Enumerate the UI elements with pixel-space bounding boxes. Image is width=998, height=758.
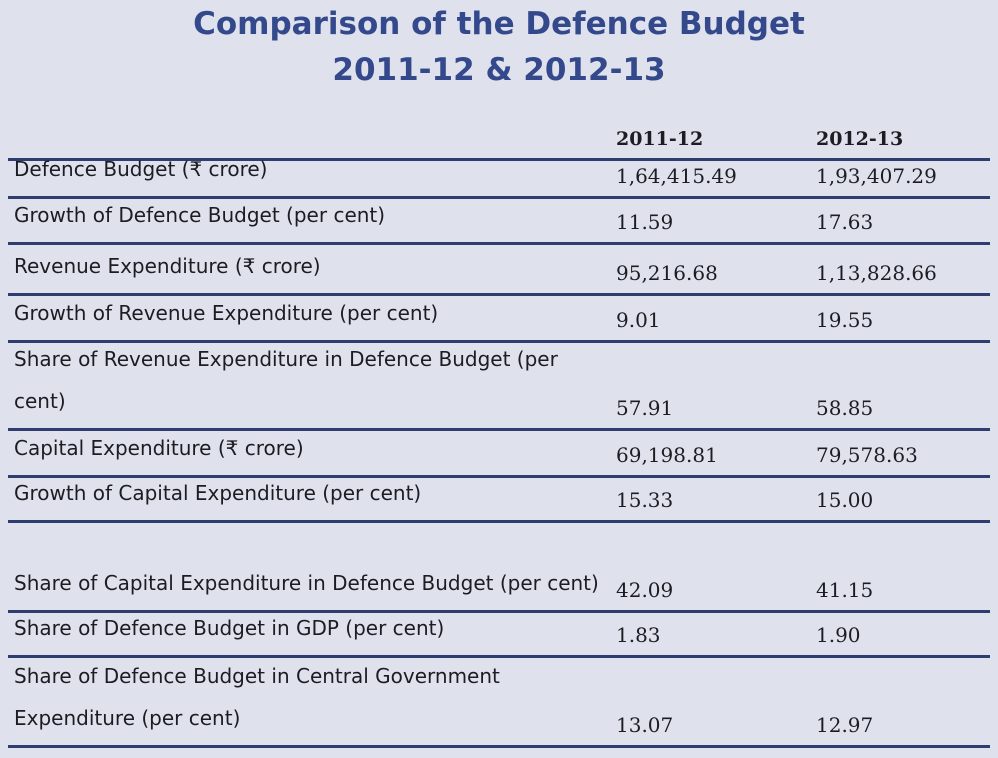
table-row: Growth of Revenue Expenditure (per cent)… bbox=[8, 296, 990, 343]
row-label: Defence Budget (₹ crore) bbox=[14, 157, 268, 181]
page-title: Comparison of the Defence Budget bbox=[193, 6, 805, 42]
value-2012-13: 1,13,828.66 bbox=[816, 261, 937, 285]
column-header-2011-12: 2011-12 bbox=[616, 128, 704, 150]
value-2012-13: 58.85 bbox=[816, 396, 874, 420]
table-row: Share of Capital Expenditure in Defence … bbox=[8, 523, 990, 613]
page-subtitle: 2011-12 & 2012-13 bbox=[332, 52, 666, 88]
value-2012-13: 15.00 bbox=[816, 488, 874, 512]
value-2012-13: 17.63 bbox=[816, 210, 874, 234]
value-2011-12: 1,64,415.49 bbox=[616, 164, 737, 188]
column-header-2012-13: 2012-13 bbox=[816, 128, 904, 150]
value-2012-13: 1.90 bbox=[816, 623, 861, 647]
table-row: Growth of Capital Expenditure (per cent)… bbox=[8, 478, 990, 523]
value-2012-13: 41.15 bbox=[816, 578, 874, 602]
value-2012-13: 19.55 bbox=[816, 308, 874, 332]
value-2012-13: 79,578.63 bbox=[816, 443, 918, 467]
row-label: Share of Defence Budget in Central Gover… bbox=[14, 664, 500, 730]
value-2011-12: 69,198.81 bbox=[616, 443, 718, 467]
table-row: Revenue Expenditure (₹ crore) 95,216.68 1,… bbox=[8, 245, 990, 296]
table-row: Share of Defence Budget in Central Gover… bbox=[8, 658, 990, 748]
row-label: Share of Capital Expenditure in Defence … bbox=[14, 571, 599, 595]
value-2011-12: 95,216.68 bbox=[616, 261, 718, 285]
row-label: Growth of Revenue Expenditure (per cent) bbox=[14, 301, 439, 325]
value-2011-12: 1.83 bbox=[616, 623, 661, 647]
row-label: Revenue Expenditure (₹ crore) bbox=[14, 254, 321, 278]
budget-table: Defence Budget (₹ crore) 1,64,415.49 1,93,… bbox=[8, 157, 990, 748]
value-2012-13: 12.97 bbox=[816, 713, 874, 737]
value-2011-12: 13.07 bbox=[616, 713, 674, 737]
table-row: Capital Expenditure (₹ crore) 69,198.81 79… bbox=[8, 431, 990, 478]
row-label: Growth of Defence Budget (per cent) bbox=[14, 203, 386, 227]
value-2011-12: 11.59 bbox=[616, 210, 674, 234]
value-2011-12: 42.09 bbox=[616, 578, 674, 602]
row-label: Capital Expenditure (₹ crore) bbox=[14, 436, 304, 460]
table-row: Defence Budget (₹ crore) 1,64,415.49 1,93,… bbox=[8, 157, 990, 199]
row-label: Share of Defence Budget in GDP (per cent… bbox=[14, 616, 445, 640]
row-label: Share of Revenue Expenditure in Defence … bbox=[14, 347, 558, 413]
table-row: Share of Revenue Expenditure in Defence … bbox=[8, 343, 990, 431]
value-2011-12: 57.91 bbox=[616, 396, 674, 420]
value-2011-12: 9.01 bbox=[616, 308, 661, 332]
table-row: Growth of Defence Budget (per cent) 11.59… bbox=[8, 199, 990, 245]
value-2012-13: 1,93,407.29 bbox=[816, 164, 937, 188]
table-row: Share of Defence Budget in GDP (per cent… bbox=[8, 613, 990, 658]
row-label: Growth of Capital Expenditure (per cent) bbox=[14, 481, 422, 505]
value-2011-12: 15.33 bbox=[616, 488, 674, 512]
